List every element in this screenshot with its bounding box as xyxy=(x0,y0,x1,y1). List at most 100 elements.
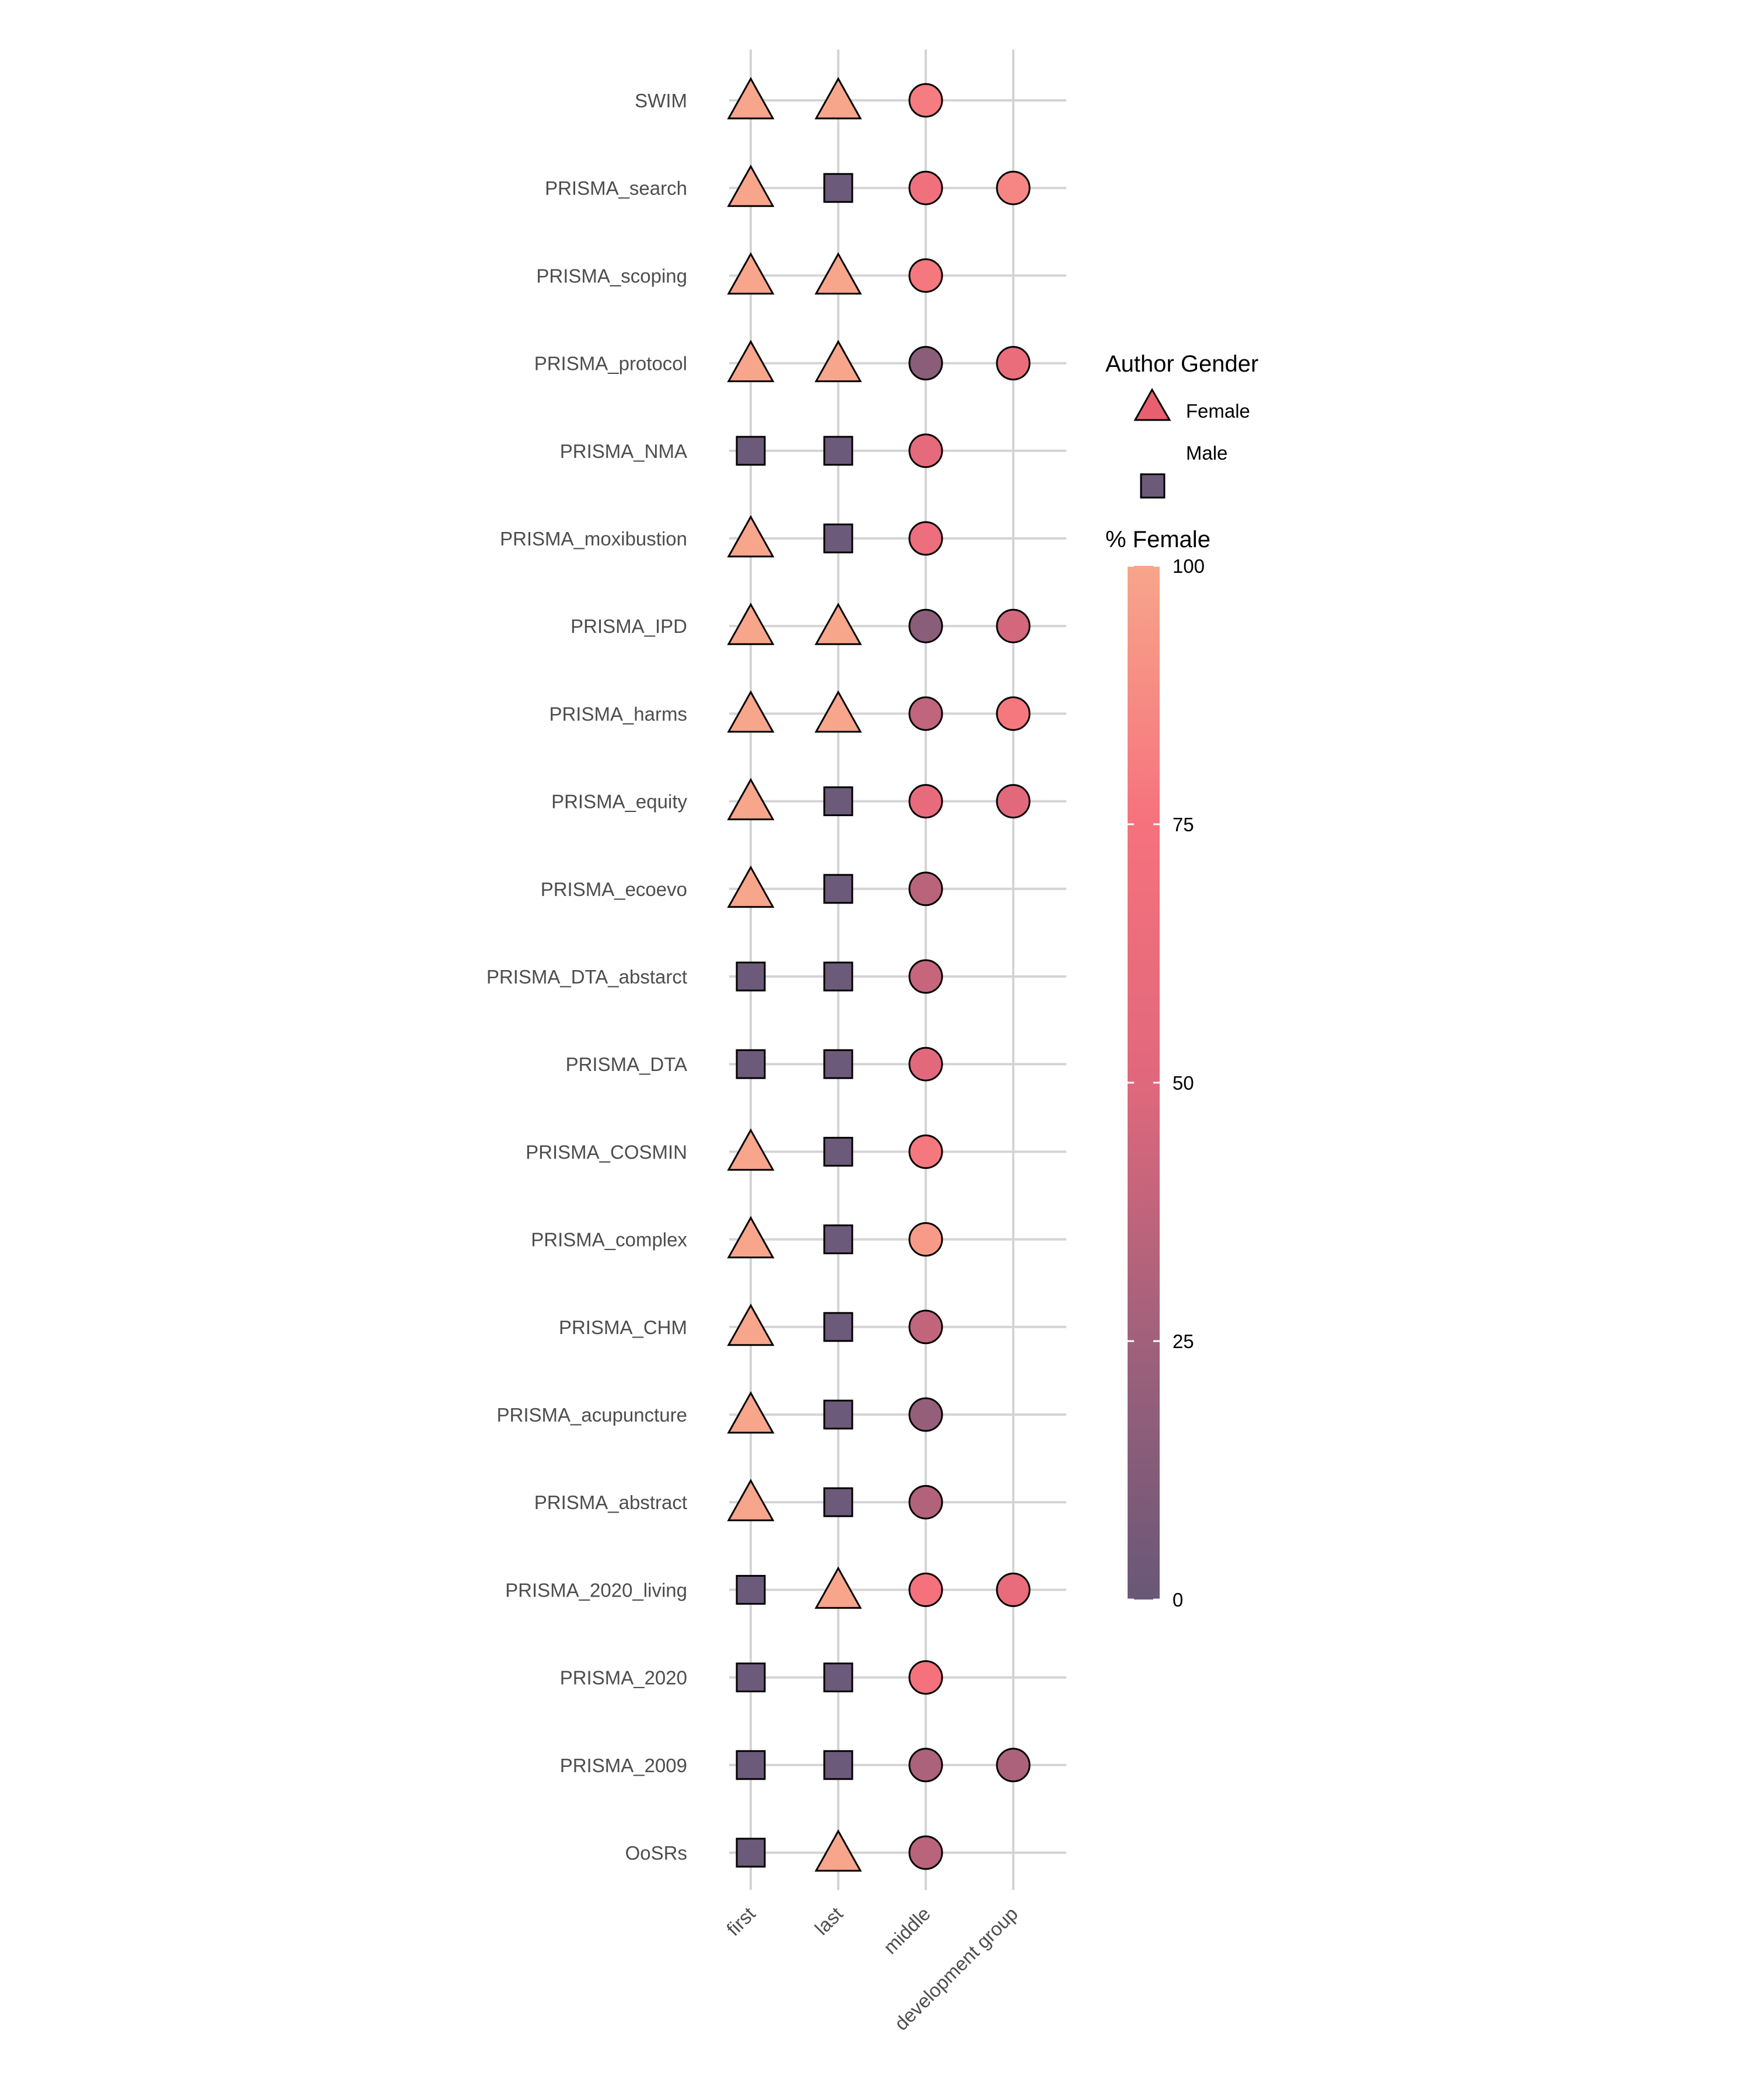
x-tick-label: middle xyxy=(879,1903,935,1958)
legend-percent-female: % Female 0 25 50 75 100 xyxy=(1105,527,1210,1611)
point-last-male xyxy=(823,436,853,466)
row-swim xyxy=(727,76,943,120)
x-tick-label: last xyxy=(810,1903,846,1939)
point-middle xyxy=(908,521,943,556)
y-tick-label: PRISMA_harms xyxy=(549,703,687,724)
point-development-group xyxy=(996,1572,1031,1607)
point-last-male xyxy=(823,1312,853,1342)
point-middle xyxy=(908,1310,943,1345)
point-first-female xyxy=(727,1303,775,1346)
point-last-male xyxy=(823,1399,853,1430)
point-first-male xyxy=(736,1574,766,1605)
y-tick-label: PRISMA_scoping xyxy=(536,265,687,286)
point-last-male xyxy=(823,523,853,554)
point-middle xyxy=(908,696,943,731)
y-tick-label: PRISMA_ecoevo xyxy=(541,878,687,900)
legend-female-label: Female xyxy=(1186,400,1250,422)
legend-author-gender-title: Author Gender xyxy=(1105,351,1258,377)
point-last-male xyxy=(823,1224,853,1255)
colorbar-tick-label: 50 xyxy=(1172,1072,1194,1094)
point-middle xyxy=(908,1046,943,1082)
point-last-male xyxy=(823,1049,853,1079)
point-development-group xyxy=(996,784,1031,819)
y-tick-label: PRISMA_IPD xyxy=(570,615,687,637)
point-first-female xyxy=(727,252,775,295)
point-first-female xyxy=(727,690,775,733)
y-tick-label: PRISMA_2020 xyxy=(560,1667,687,1689)
row-prisma-moxibustion xyxy=(727,514,943,558)
row-prisma-acupuncture xyxy=(727,1391,943,1434)
point-first-female xyxy=(727,1128,775,1171)
row-prisma-dta xyxy=(736,1046,943,1082)
point-middle xyxy=(908,1397,943,1432)
point-middle xyxy=(908,346,943,381)
colorbar-tick-label: 0 xyxy=(1172,1589,1183,1611)
point-first-female xyxy=(727,603,775,645)
y-tick-label: PRISMA_DTA xyxy=(566,1054,687,1075)
data-points xyxy=(727,76,1031,1872)
point-last-male xyxy=(823,173,853,203)
point-last-female xyxy=(814,1566,862,1609)
row-prisma-2009 xyxy=(736,1748,1031,1783)
point-last-male xyxy=(823,961,853,992)
point-first-male xyxy=(736,1838,766,1868)
point-middle xyxy=(908,872,943,907)
legend-author-gender-items: Female Male xyxy=(1133,387,1250,499)
point-last-male xyxy=(823,1662,853,1693)
point-development-group xyxy=(996,346,1031,381)
y-tick-label: PRISMA_abstract xyxy=(534,1492,687,1513)
point-development-group xyxy=(996,170,1031,205)
point-middle xyxy=(908,1572,943,1607)
legend-male-label: Male xyxy=(1186,442,1228,464)
point-middle xyxy=(908,959,943,994)
y-tick-label: PRISMA_acupuncture xyxy=(496,1404,687,1426)
row-prisma-cosmin xyxy=(727,1128,943,1171)
y-tick-label: SWIM xyxy=(635,90,687,111)
row-prisma-dta-abstarct xyxy=(736,959,943,994)
colorbar-tick-label: 75 xyxy=(1172,814,1194,835)
colorbar-ticks: 0 25 50 75 100 xyxy=(1128,555,1205,1611)
point-first-female xyxy=(727,778,775,821)
point-middle xyxy=(908,1134,943,1169)
point-middle xyxy=(908,1485,943,1520)
point-development-group xyxy=(996,696,1031,731)
y-tick-label: PRISMA_equity xyxy=(551,791,687,813)
y-tick-label: PRISMA_moxibustion xyxy=(500,528,687,550)
point-last-female xyxy=(814,1829,862,1872)
row-prisma-abstract xyxy=(727,1479,943,1521)
point-middle xyxy=(908,1660,943,1695)
y-tick-label: PRISMA_protocol xyxy=(534,353,687,374)
point-last-female xyxy=(814,252,862,295)
legend-author-gender: Author Gender Female Male xyxy=(1105,351,1258,499)
row-prisma-scoping xyxy=(727,252,943,295)
y-tick-label: PRISMA_COSMIN xyxy=(526,1141,687,1163)
point-first-female xyxy=(727,1479,775,1521)
y-tick-label: PRISMA_2009 xyxy=(560,1755,687,1776)
point-first-female xyxy=(727,340,775,383)
row-prisma-nma xyxy=(736,433,943,468)
legend-female-icon xyxy=(1133,387,1171,421)
point-last-female xyxy=(814,690,862,733)
legend-percent-female-title: % Female xyxy=(1105,527,1210,552)
y-tick-label: PRISMA_2020_living xyxy=(505,1579,687,1601)
point-first-female xyxy=(727,514,775,558)
row-oosrs xyxy=(736,1829,943,1872)
row-prisma-chm xyxy=(727,1303,943,1346)
colorbar-tick-label: 100 xyxy=(1172,555,1205,577)
point-middle xyxy=(908,433,943,468)
y-tick-label: PRISMA_search xyxy=(545,177,687,199)
point-last-female xyxy=(814,340,862,383)
row-prisma-harms xyxy=(727,690,1031,733)
point-first-male xyxy=(736,1049,766,1079)
y-axis-labels: SWIM PRISMA_search PRISMA_scoping PRISMA_pr… xyxy=(487,90,688,1864)
row-prisma-search xyxy=(727,164,1031,207)
point-middle xyxy=(908,83,943,118)
colorbar-tick-label: 25 xyxy=(1172,1331,1194,1352)
point-first-male xyxy=(736,1662,766,1693)
row-prisma-protocol xyxy=(727,340,1031,383)
point-last-male xyxy=(823,786,853,817)
point-first-female xyxy=(727,865,775,908)
row-prisma-equity xyxy=(727,778,1031,821)
point-last-female xyxy=(814,603,862,645)
